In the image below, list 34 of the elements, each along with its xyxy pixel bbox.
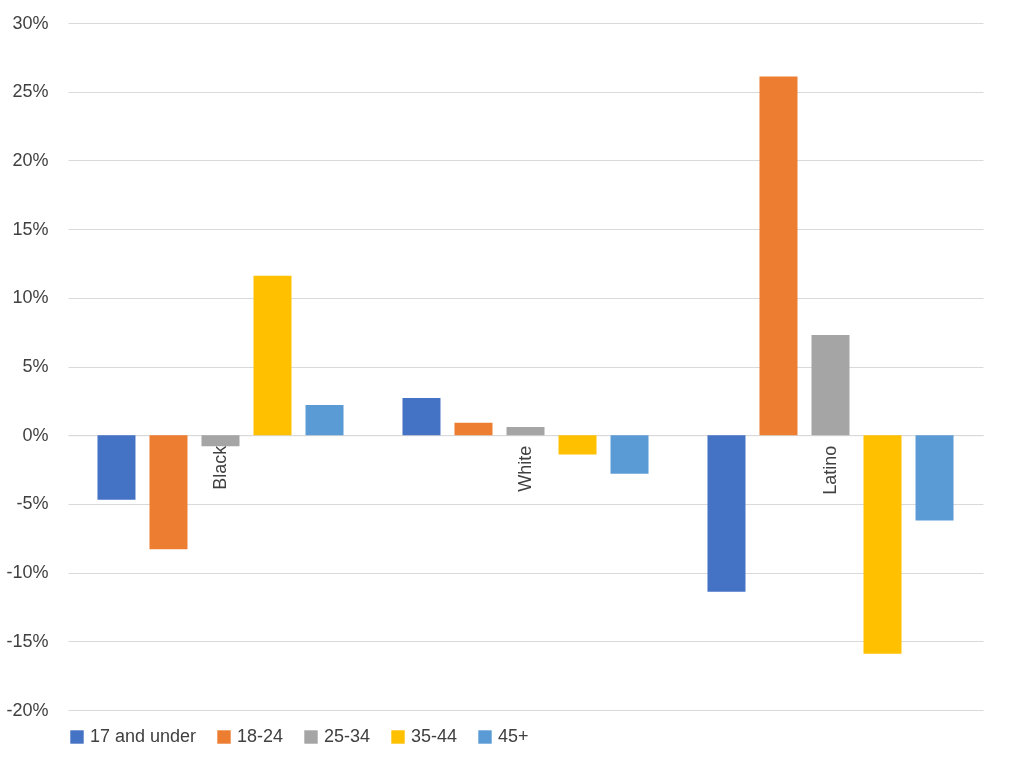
bar [915,435,954,521]
legend-label: 25-34 [324,726,371,746]
y-tick-label: 5% [22,356,49,376]
bar [454,422,493,436]
x-tick-label: Black [209,444,230,490]
bar [707,435,746,592]
y-tick-label: 25% [12,81,49,102]
y-tick-label: -15% [6,630,49,651]
legend-label: 35-44 [411,726,458,746]
y-tick-label: 0% [22,424,49,445]
legend-label: 45+ [498,726,529,746]
y-tick-label: 10% [12,287,49,308]
y-tick-label: 15% [12,218,49,239]
bar [149,435,188,550]
y-tick-label: 20% [12,149,49,170]
bar [759,76,798,436]
bar [253,275,292,436]
x-tick-label: White [514,445,535,492]
y-tick-label: -5% [16,493,49,514]
bar [863,435,902,654]
bar [811,334,850,436]
bar [97,435,136,500]
bar [402,398,441,436]
bar [610,435,649,474]
y-tick-label: -10% [6,562,49,583]
y-tick-label: 30% [12,12,49,33]
legend-label: 18-24 [237,726,284,746]
legend-label: 17 and under [90,726,197,746]
bar [201,435,240,447]
bar [305,404,344,436]
bar [558,435,597,455]
y-tick-label: -20% [6,699,49,720]
x-tick-label: Latino [819,445,840,495]
bar [506,426,545,436]
